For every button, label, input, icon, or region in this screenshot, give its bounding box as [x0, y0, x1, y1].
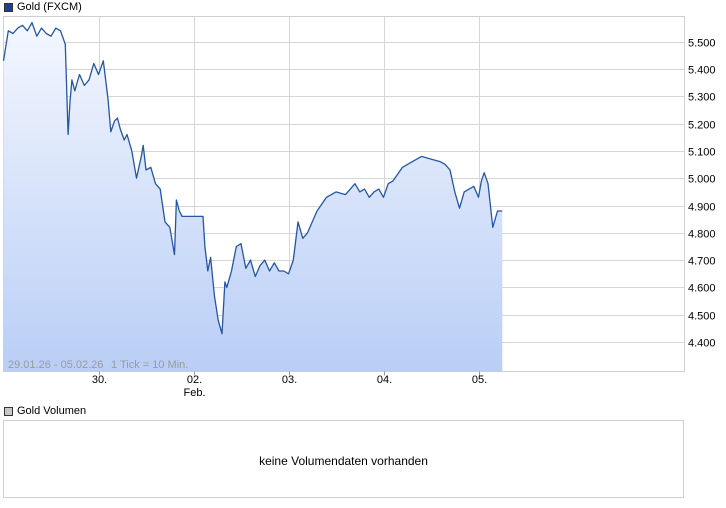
volume-legend: Gold Volumen [4, 404, 86, 418]
x-tick-sublabel: Feb. [183, 387, 205, 399]
price-chart: 4.400 4.500 4.600 4.700 4.800 4.900 5.000 5.100… [2, 16, 716, 399]
price-legend-swatch [4, 2, 13, 12]
y-tick-label: 4.800 [688, 229, 716, 241]
y-tick-label: 5.100 [688, 147, 716, 159]
y-tick-label: 4.400 [688, 338, 716, 350]
x-axis: 30. 02.Feb. 03. 04. 05. [92, 371, 487, 399]
x-tick-label: 04. [377, 374, 392, 386]
y-tick-label: 5.300 [688, 92, 716, 104]
volume-legend-label: Gold Volumen [17, 405, 87, 417]
tick-interval-info: 1 Tick = 10 Min. [111, 359, 188, 371]
y-tick-label: 5.000 [688, 174, 716, 186]
y-tick-label: 5.500 [688, 38, 716, 50]
price-line [2, 21, 503, 335]
price-legend-label: Gold (FXCM) [17, 1, 82, 13]
price-area-fill [3, 22, 503, 372]
y-tick-label: 4.600 [688, 283, 716, 295]
y-axis: 4.400 4.500 4.600 4.700 4.800 4.900 5.000 5.100… [688, 38, 716, 350]
volume-panel: keine Volumendaten vorhanden [3, 420, 684, 498]
x-tick-label: 05. [472, 374, 487, 386]
y-tick-label: 4.700 [688, 256, 716, 268]
date-range-info: 29.01.26 - 05.02.26 [8, 359, 103, 371]
x-tick-label: 03. [282, 374, 297, 386]
y-tick-label: 5.200 [688, 120, 716, 132]
x-tick-label: 30. [92, 374, 107, 386]
volume-legend-swatch [4, 406, 13, 416]
y-tick-label: 4.900 [688, 202, 716, 214]
y-tick-label: 5.400 [688, 65, 716, 77]
y-tick-label: 4.500 [688, 311, 716, 323]
price-legend: Gold (FXCM) [4, 0, 82, 14]
no-volume-message: keine Volumendaten vorhanden [259, 454, 428, 468]
x-tick-label: 02. [187, 374, 202, 386]
